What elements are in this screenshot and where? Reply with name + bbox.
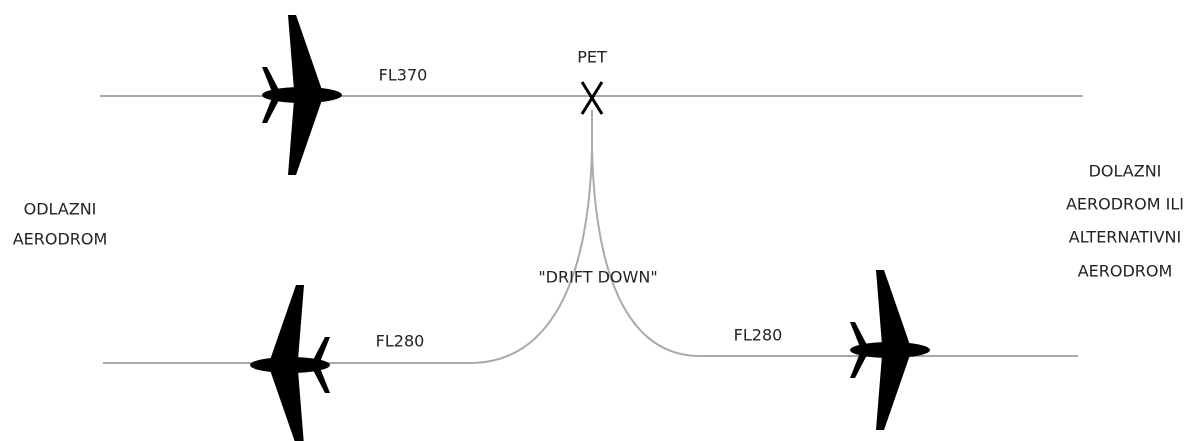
drift-down-right <box>591 149 701 357</box>
drift-down-left <box>469 110 593 364</box>
plane-departure <box>250 285 330 441</box>
pet-label: PET <box>577 48 607 67</box>
pet-marker <box>580 81 604 115</box>
arrival-label: DOLAZNI <box>1089 162 1162 181</box>
departure-label: AERODROM <box>13 230 108 249</box>
drift-down-label: "DRIFT DOWN" <box>538 268 657 287</box>
arrival-label: AERODROM ILI <box>1066 195 1184 214</box>
departure-label: ODLAZNI <box>24 200 97 219</box>
plane-cruise <box>262 15 342 175</box>
level-label: FL280 <box>376 332 425 351</box>
arrival-label: AERODROM <box>1078 262 1173 281</box>
level-label: FL280 <box>734 326 783 345</box>
plane-arrival <box>850 270 930 430</box>
arrival-label: ALTERNATIVNI <box>1069 228 1181 247</box>
level-label: FL370 <box>379 66 428 85</box>
